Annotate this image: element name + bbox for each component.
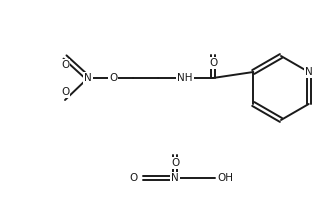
Text: O: O xyxy=(109,73,117,83)
Text: NH: NH xyxy=(177,73,193,83)
Text: O: O xyxy=(171,158,179,168)
Text: O: O xyxy=(61,60,69,70)
Text: OH: OH xyxy=(217,173,233,183)
Text: O: O xyxy=(130,173,138,183)
Text: N: N xyxy=(305,67,313,77)
Text: N: N xyxy=(84,73,92,83)
Text: O: O xyxy=(61,87,69,97)
Text: N: N xyxy=(171,173,179,183)
Text: O: O xyxy=(209,58,217,68)
